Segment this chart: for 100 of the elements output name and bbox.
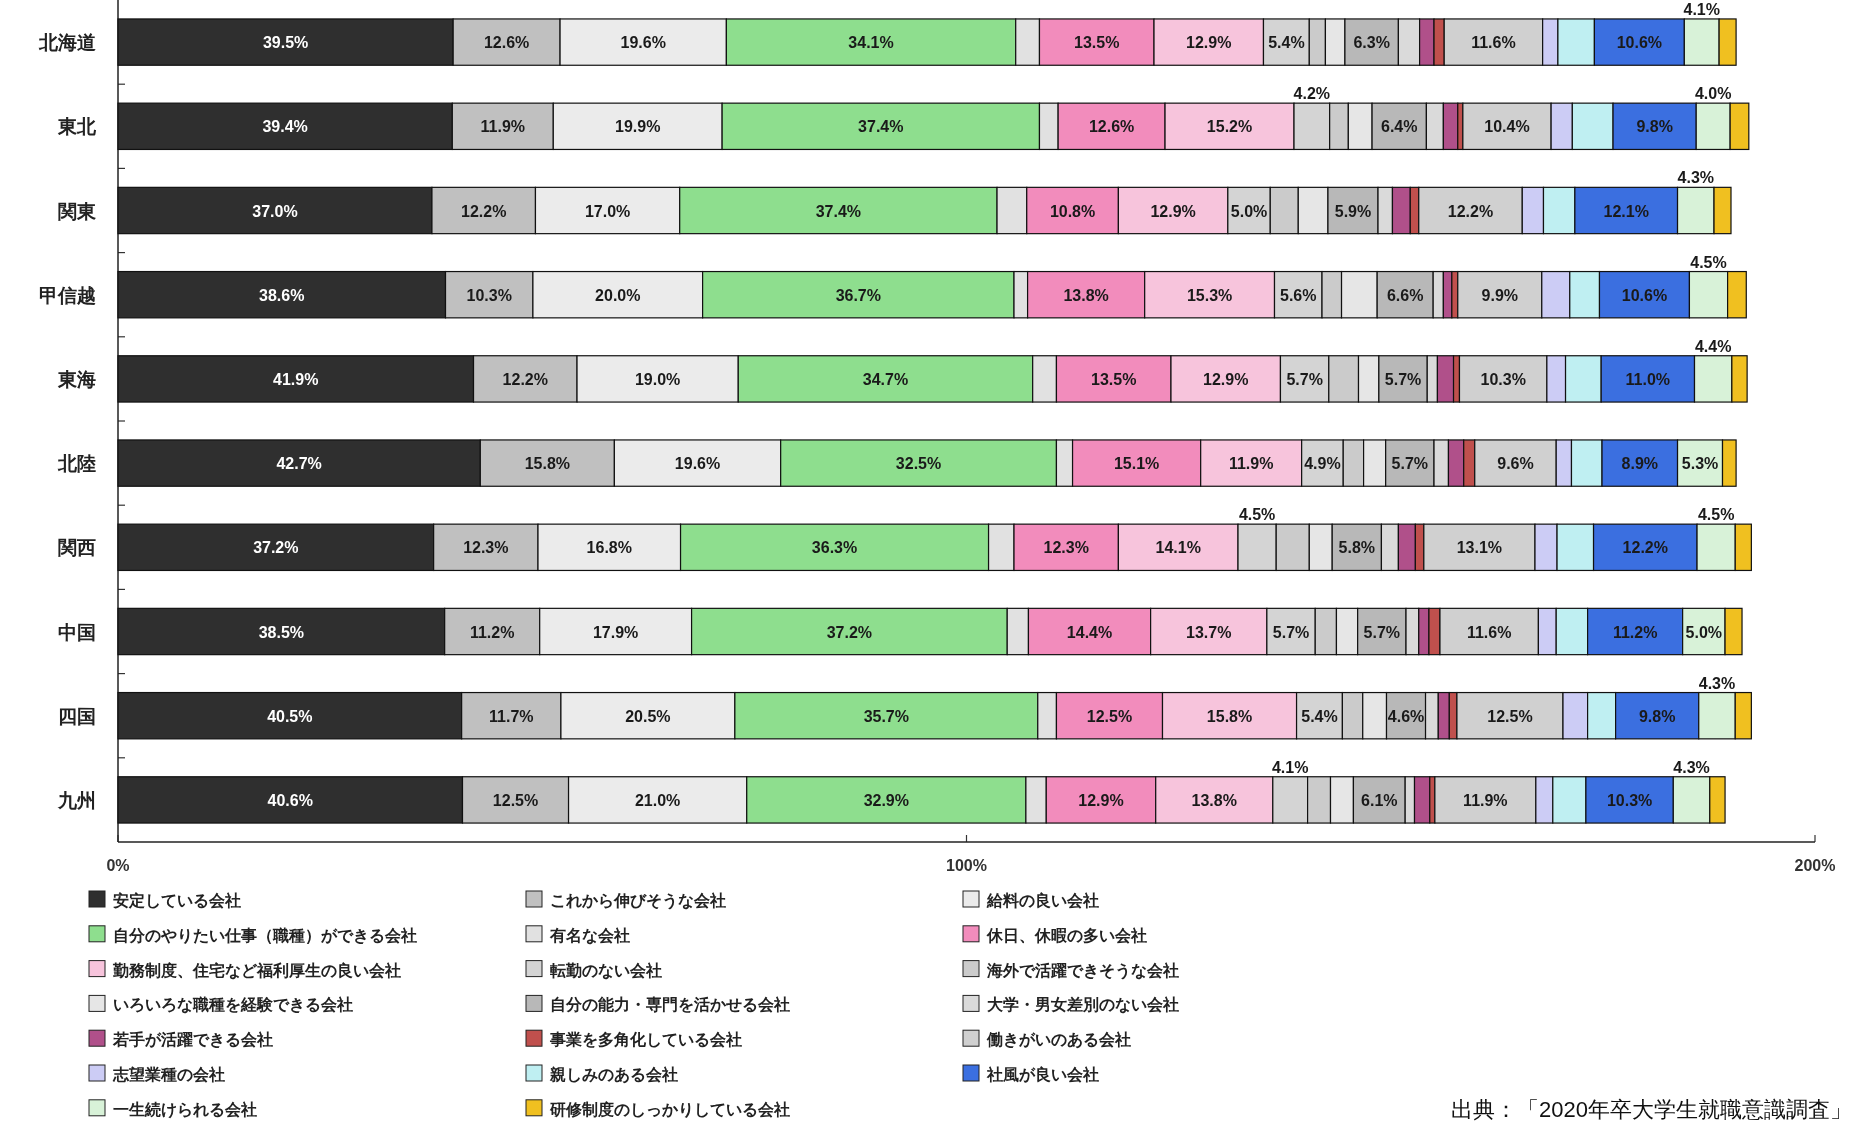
- data-label: 9.8%: [1638, 707, 1676, 725]
- data-label: 11.2%: [1612, 623, 1658, 641]
- data-label: 13.8%: [1063, 286, 1109, 304]
- data-label: 12.2%: [1622, 539, 1668, 557]
- legend-label: 働きがいのある会社: [986, 1031, 1131, 1050]
- data-label: 5.0%: [1230, 202, 1268, 220]
- data-label: 5.7%: [1384, 370, 1422, 388]
- data-label: 5.0%: [1685, 623, 1723, 641]
- y-tick-label: 九州: [57, 789, 96, 811]
- data-label: 5.6%: [1280, 286, 1317, 304]
- data-label: 42.7%: [276, 455, 322, 473]
- data-label: 37.4%: [858, 118, 904, 136]
- data-label: 11.0%: [1625, 370, 1671, 388]
- data-label: 17.0%: [584, 202, 631, 220]
- data-label: 39.4%: [262, 118, 308, 136]
- data-label: 5.7%: [1391, 455, 1429, 473]
- data-label: 17.9%: [592, 623, 639, 641]
- data-label: 39.5%: [262, 34, 309, 52]
- legend-label: これから伸びそうな会社: [550, 892, 726, 910]
- data-label: 5.4%: [1268, 34, 1305, 52]
- data-label: 10.3%: [466, 286, 512, 304]
- data-label: 4.3%: [1698, 674, 1736, 692]
- data-label: 13.1%: [1456, 539, 1503, 557]
- data-label: 37.2%: [253, 539, 299, 557]
- data-label: 6.4%: [1381, 118, 1418, 136]
- data-label: 11.9%: [480, 118, 526, 136]
- data-label: 4.5%: [1690, 253, 1727, 271]
- data-label: 37.0%: [252, 202, 298, 220]
- legend-label: 安定している会社: [113, 891, 241, 909]
- data-label: 10.8%: [1049, 202, 1096, 220]
- data-label: 4.3%: [1673, 758, 1710, 776]
- data-label: 15.2%: [1206, 118, 1253, 136]
- data-label: 14.4%: [1066, 623, 1113, 641]
- data-label: 9.6%: [1497, 455, 1534, 473]
- y-tick-label: 甲信越: [39, 284, 96, 306]
- data-label: 11.6%: [1471, 34, 1516, 52]
- legend-label: 自分のやりたい仕事（職種）ができる会社: [113, 926, 417, 945]
- data-label: 4.1%: [1683, 0, 1720, 18]
- data-label: 5.4%: [1301, 707, 1338, 725]
- data-label: 5.7%: [1286, 370, 1323, 388]
- data-label: 12.2%: [461, 202, 507, 220]
- data-label: 13.5%: [1091, 370, 1137, 388]
- data-label: 9.9%: [1481, 286, 1519, 304]
- y-tick-label: 関西: [58, 537, 96, 559]
- data-label: 4.3%: [1677, 169, 1715, 187]
- y-tick-label: 関東: [58, 200, 97, 222]
- data-label: 19.6%: [620, 34, 666, 52]
- data-label: 40.5%: [267, 707, 313, 725]
- data-label: 34.1%: [848, 34, 894, 52]
- data-label: 11.2%: [469, 623, 515, 641]
- x-tick-label: 200%: [1794, 857, 1836, 874]
- data-label: 15.8%: [1206, 707, 1253, 725]
- data-label: 6.1%: [1361, 791, 1398, 809]
- data-label: 38.5%: [258, 623, 305, 641]
- data-label: 20.0%: [595, 286, 641, 304]
- data-label: 12.5%: [1487, 707, 1533, 725]
- y-tick-label: 東海: [57, 368, 96, 390]
- legend-label: 事業を多角化している会社: [549, 1031, 742, 1049]
- data-label: 11.7%: [489, 707, 534, 725]
- legend-label: 休日、休暇の多い会社: [986, 926, 1147, 944]
- y-tick-label: 四国: [58, 705, 96, 727]
- y-tick-label: 北陸: [57, 453, 96, 475]
- data-label: 34.7%: [862, 370, 909, 388]
- data-label: 11.9%: [1463, 791, 1508, 809]
- data-label: 6.3%: [1353, 34, 1390, 52]
- data-label: 10.6%: [1616, 34, 1663, 52]
- data-label: 10.3%: [1606, 791, 1653, 809]
- data-label: 32.9%: [863, 791, 909, 809]
- data-label: 11.6%: [1466, 623, 1512, 641]
- data-label: 36.7%: [835, 286, 881, 304]
- legend-label: 研修制度のしっかりしている会社: [549, 1099, 790, 1118]
- data-label: 4.1%: [1271, 758, 1309, 776]
- data-label: 9.8%: [1636, 118, 1673, 136]
- data-label: 14.1%: [1155, 539, 1201, 557]
- data-label: 15.8%: [524, 455, 571, 473]
- y-tick-label: 中国: [58, 621, 96, 643]
- data-label: 4.5%: [1238, 506, 1276, 524]
- legend-label: 社風が良い会社: [986, 1066, 1099, 1083]
- y-tick-label: 東北: [57, 116, 97, 138]
- data-label: 10.4%: [1484, 118, 1530, 136]
- data-label: 37.4%: [815, 202, 862, 220]
- data-label: 8.9%: [1621, 455, 1659, 473]
- data-label: 12.9%: [1150, 202, 1196, 220]
- data-label: 5.7%: [1272, 623, 1310, 641]
- data-label: 4.5%: [1697, 506, 1735, 524]
- data-label: 10.3%: [1480, 370, 1526, 388]
- legend-label: 給料の良い会社: [986, 892, 1099, 909]
- data-label: 12.3%: [1043, 539, 1089, 557]
- data-label: 5.9%: [1334, 202, 1372, 220]
- legend-label: 転勤のない会社: [550, 961, 662, 980]
- data-label: 4.0%: [1694, 85, 1732, 103]
- data-label: 19.6%: [674, 455, 721, 473]
- data-label: 12.5%: [492, 791, 539, 809]
- data-label: 4.2%: [1293, 85, 1331, 103]
- x-tick-label: 100%: [946, 857, 987, 874]
- data-label: 12.6%: [483, 34, 530, 52]
- data-label: 12.1%: [1603, 202, 1649, 220]
- data-label: 19.0%: [634, 370, 681, 388]
- data-label: 38.6%: [259, 286, 305, 304]
- data-label: 21.0%: [634, 791, 681, 809]
